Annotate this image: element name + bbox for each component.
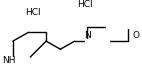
Text: HCl: HCl: [26, 8, 41, 17]
Text: NH: NH: [2, 56, 16, 65]
Text: O: O: [132, 31, 139, 40]
Text: HCl: HCl: [77, 0, 93, 9]
Text: N: N: [84, 31, 91, 40]
